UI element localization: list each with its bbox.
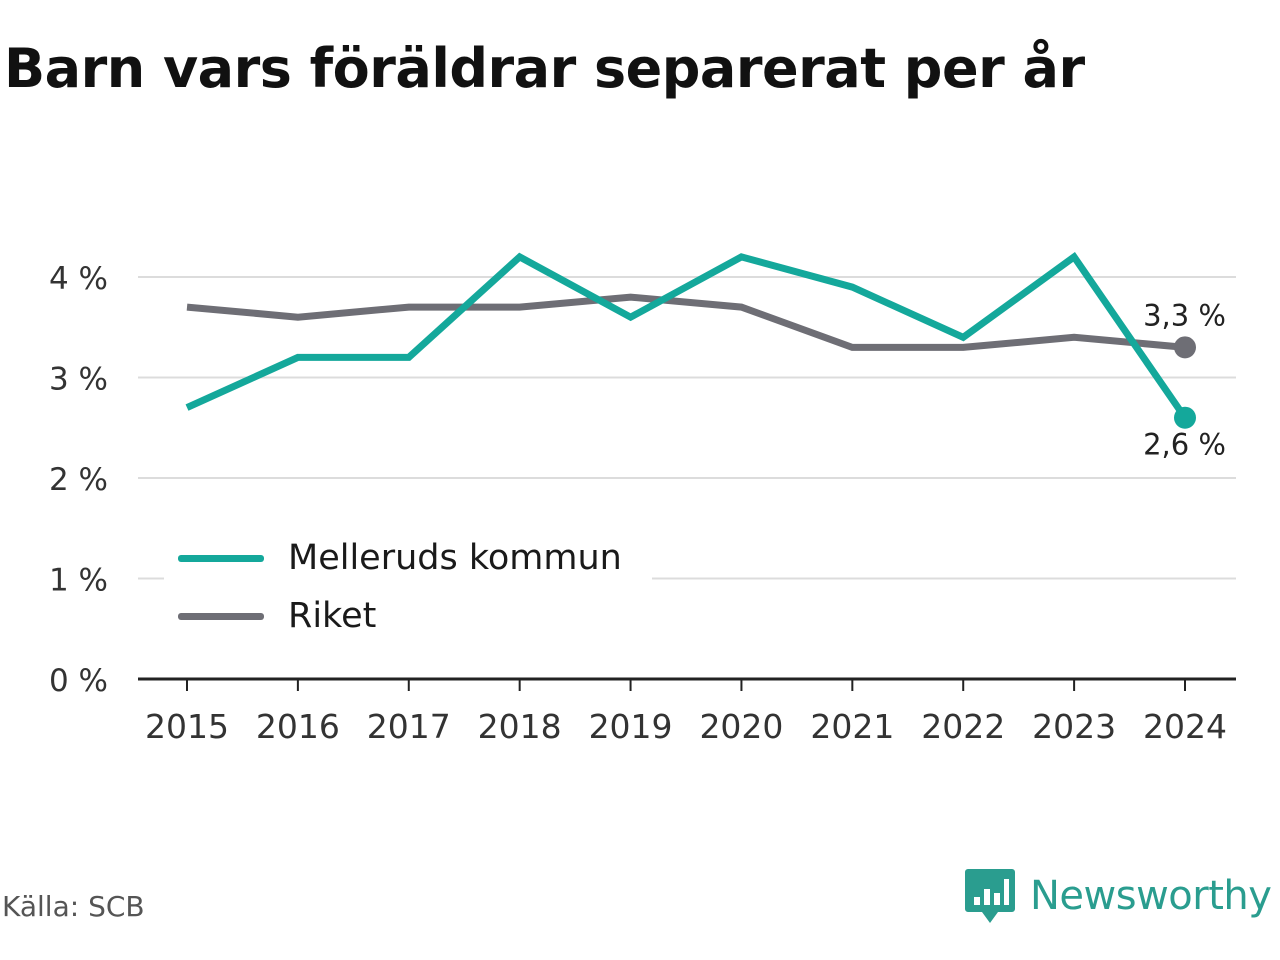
brand[interactable]: Newsworthy bbox=[964, 864, 1272, 928]
legend-swatch-melleruds bbox=[178, 554, 264, 562]
x-tick-label: 2020 bbox=[699, 707, 783, 746]
end-point-melleruds bbox=[1174, 406, 1196, 429]
x-tick-label: 2018 bbox=[478, 707, 562, 746]
chart-title: Barn vars föräldrar separerat per år bbox=[4, 37, 1085, 100]
line-chart: 0 % 1 % 2 % 3 % 4 % 2015 2016 2017 2018 2019 2020… bbox=[49, 251, 1236, 746]
y-tick-label: 1 % bbox=[49, 563, 108, 599]
legend-label-riket: Riket bbox=[288, 596, 377, 636]
x-tick-label: 2022 bbox=[921, 707, 1005, 746]
y-axis-tick-labels: 0 % 1 % 2 % 3 % 4 % bbox=[49, 261, 108, 699]
end-point-riket bbox=[1174, 336, 1196, 359]
y-tick-label: 0 % bbox=[49, 663, 108, 699]
series-line-melleruds bbox=[185, 251, 1188, 420]
legend-item-riket: Riket bbox=[178, 596, 376, 636]
end-labels: 2,6 % 3,3 % bbox=[1143, 298, 1226, 461]
legend-label-melleruds: Melleruds kommun bbox=[288, 538, 622, 578]
series-lines bbox=[185, 251, 1196, 429]
y-tick-label: 2 % bbox=[49, 462, 108, 498]
brand-name: Newsworthy bbox=[1030, 873, 1272, 919]
x-tick-label: 2023 bbox=[1032, 707, 1116, 746]
legend-item-melleruds: Melleruds kommun bbox=[178, 538, 622, 578]
x-tick-label: 2016 bbox=[256, 707, 340, 746]
bar-chart-speech-bubble-icon bbox=[965, 869, 1015, 923]
y-tick-label: 4 % bbox=[49, 261, 108, 297]
x-tick-label: 2021 bbox=[810, 707, 894, 746]
legend bbox=[164, 528, 652, 648]
y-tick-label: 3 % bbox=[49, 362, 108, 398]
x-tick-label: 2017 bbox=[367, 707, 451, 746]
x-axis: 2015 2016 2017 2018 2019 2020 2021 2022 2023 2024 bbox=[138, 677, 1236, 746]
series-line-riket bbox=[186, 293, 1186, 351]
end-label-riket: 3,3 % bbox=[1143, 298, 1226, 332]
end-label-melleruds: 2,6 % bbox=[1143, 428, 1226, 462]
legend-swatch-riket bbox=[178, 612, 264, 620]
x-tick-label: 2015 bbox=[145, 707, 229, 746]
x-tick-label: 2019 bbox=[589, 707, 673, 746]
x-tick-label: 2024 bbox=[1143, 707, 1227, 746]
source-note: Källa: SCB bbox=[2, 890, 145, 923]
